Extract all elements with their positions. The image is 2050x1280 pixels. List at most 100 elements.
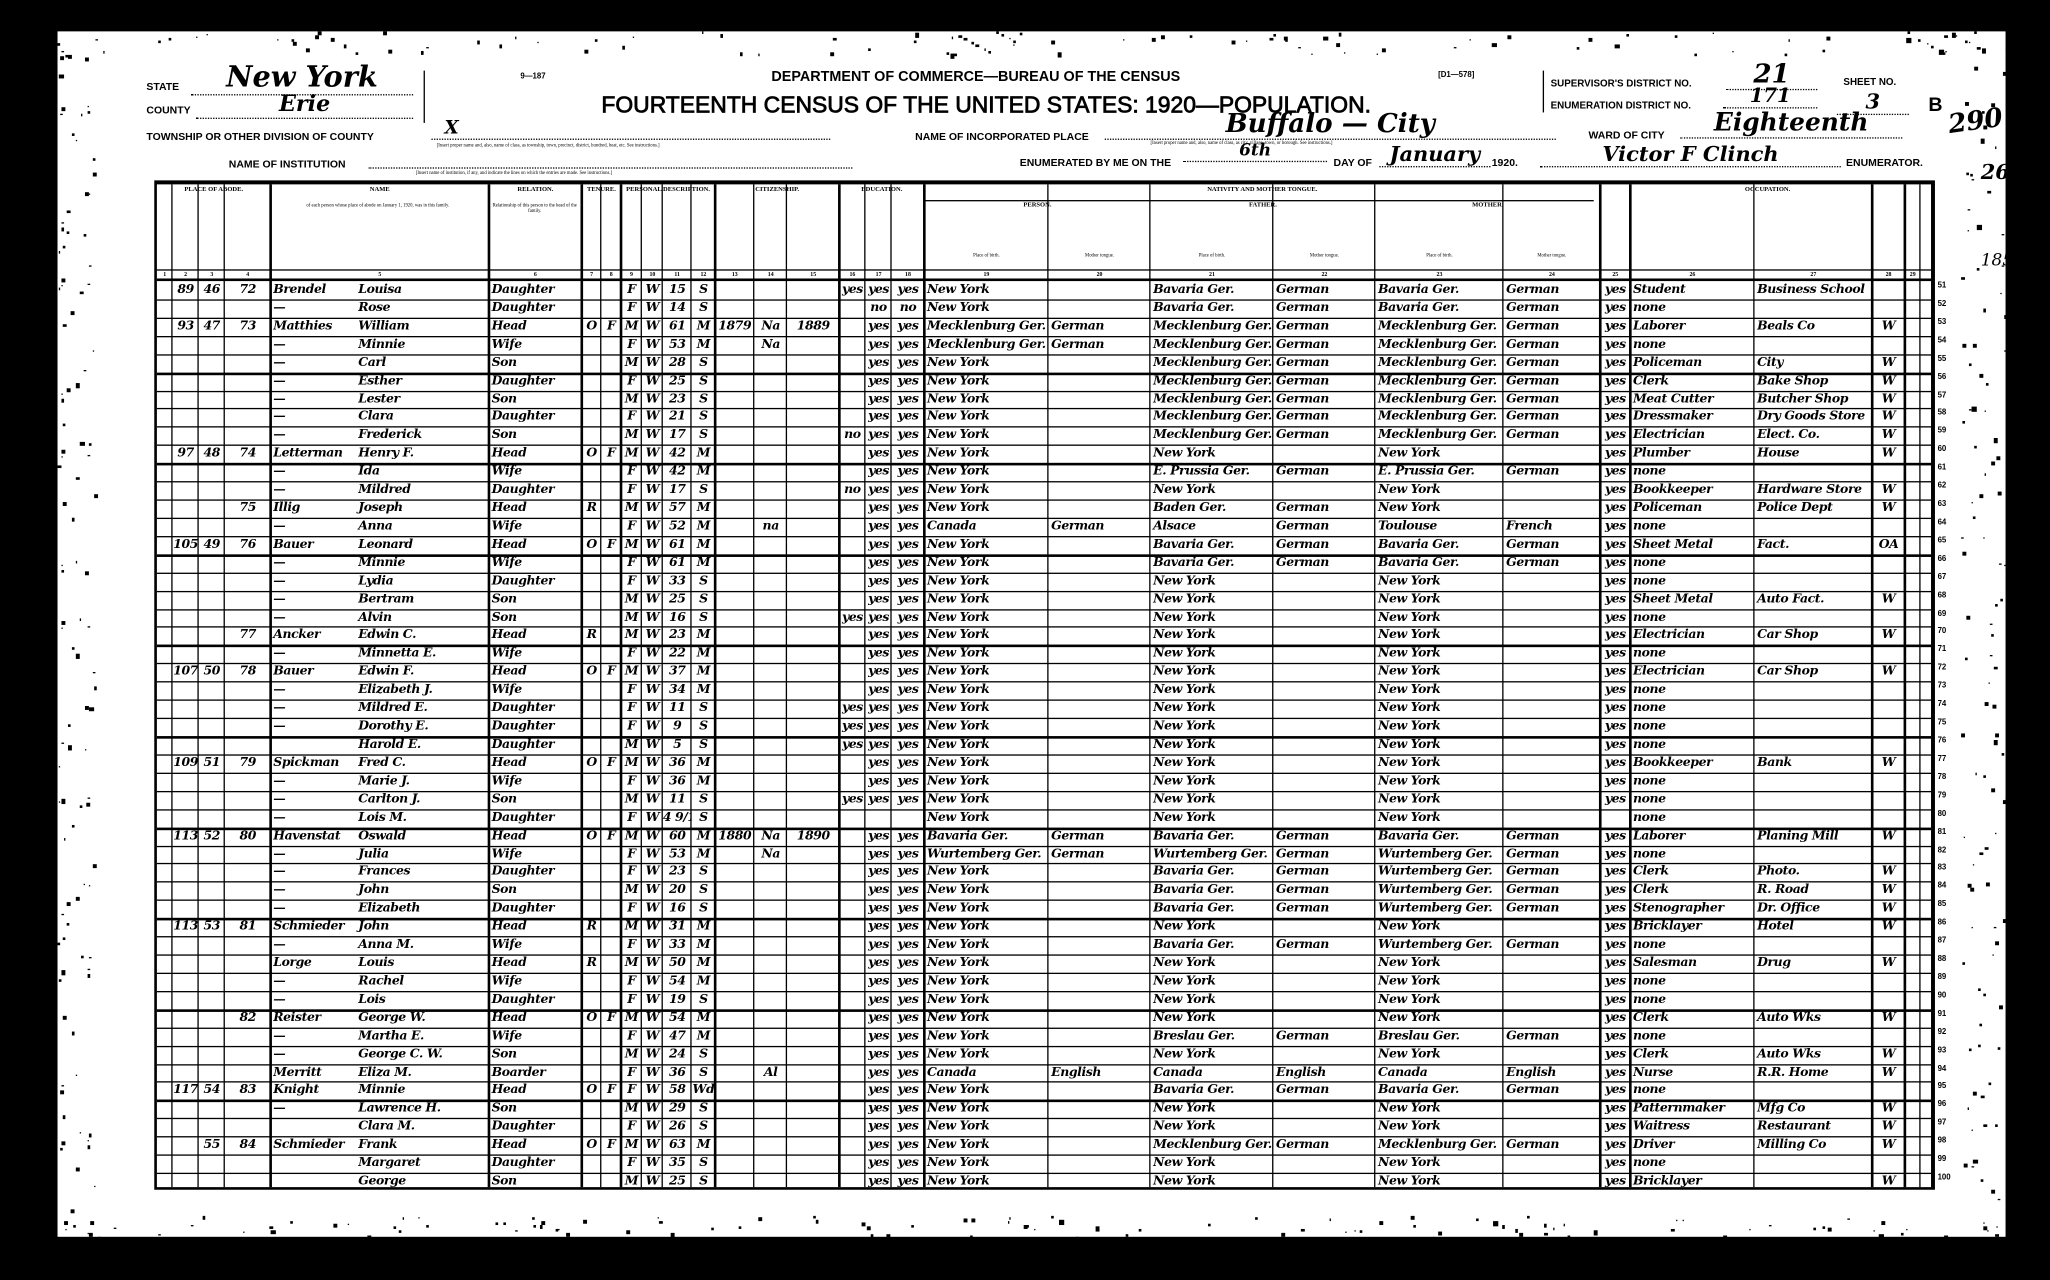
cell-mtongue: German [1506, 409, 1560, 425]
scan-noise [87, 454, 90, 457]
line-number: 78 [1937, 773, 1947, 782]
cell-ftongue: German [1276, 882, 1329, 898]
cell-marital: S [699, 609, 708, 625]
scan-noise [66, 902, 71, 906]
cell-cls: W [1881, 1119, 1896, 1134]
column-number: 27 [1810, 270, 1817, 278]
cell-imm [715, 1009, 754, 1027]
cell-house [173, 991, 199, 1009]
cell-marital: M [696, 828, 711, 843]
cell-english: yes [1604, 973, 1626, 989]
cell-nat [754, 481, 787, 499]
cell-tongue [1049, 463, 1151, 481]
cell-tongue [1049, 681, 1151, 699]
cell-natyr [787, 1155, 839, 1173]
column-group-header: PLACE OF ABODE. [184, 186, 244, 194]
cell-ftongue [1273, 991, 1375, 1009]
cell-marital: S [699, 427, 708, 443]
cell-write: yes [897, 427, 919, 443]
cell-fbp: New York [1153, 664, 1216, 679]
column-rule [1374, 184, 1376, 1188]
cell-tongue [1049, 554, 1151, 572]
mother-tongue-header: Mother tongue. [1537, 252, 1567, 258]
column-number: 29 [1909, 270, 1916, 278]
cell-imm: 1880 [718, 828, 752, 843]
cell-bp: New York [926, 1010, 990, 1025]
cell-free [601, 645, 621, 663]
place-label: NAME OF INCORPORATED PLACE [915, 130, 1089, 143]
cell-ftongue [1273, 736, 1375, 754]
cell-age: 57 [668, 500, 686, 516]
cell-surname: — [273, 810, 286, 825]
cell-home [582, 390, 602, 408]
cell-family [225, 299, 271, 317]
scan-noise [1971, 501, 1973, 503]
cell-ftongue [1273, 791, 1375, 809]
column-group-header: NAME [369, 186, 390, 194]
cell-family: 79 [239, 755, 257, 770]
cell-imm [715, 918, 754, 936]
scan-noise [1749, 1229, 1752, 1231]
cell-free [601, 681, 621, 699]
cell-surname: Letterman [273, 446, 343, 461]
cell-surname: — [273, 700, 286, 716]
cell-free [601, 1118, 621, 1136]
cell-natyr [787, 681, 839, 699]
row-rule [156, 699, 1932, 701]
cell-age: 9 [673, 719, 682, 734]
cell-read: yes [868, 1028, 890, 1043]
column-rule [753, 184, 755, 1188]
cell-sex: F [627, 1155, 636, 1171]
scan-noise [1552, 1228, 1555, 1231]
cell-free [601, 973, 621, 991]
scan-noise [1994, 1123, 1999, 1128]
cell-cls [1872, 973, 1905, 991]
scan-noise [60, 1090, 64, 1095]
cell-school [839, 572, 865, 590]
cell-surname: — [273, 682, 286, 698]
cell-ftongue: German [1276, 901, 1329, 916]
cell-industry [1755, 936, 1873, 954]
scan-noise [1945, 51, 1948, 53]
cell-family: 80 [239, 828, 257, 843]
row-rule [156, 863, 1932, 865]
cell-free [601, 1100, 621, 1118]
scan-noise [911, 1225, 915, 1228]
cell-read: yes [868, 700, 890, 716]
cell-marital: S [699, 737, 708, 752]
cell-surname: — [273, 773, 286, 789]
cell-given: George W. [358, 1010, 426, 1025]
scan-noise [1997, 492, 2002, 497]
cell-house [173, 700, 199, 718]
scan-noise [62, 1015, 67, 1020]
cell-home [582, 1155, 602, 1173]
cell-age: 47 [668, 1028, 686, 1043]
cell-dwelling [199, 390, 225, 408]
cell-nat [754, 408, 787, 426]
scan-noise [58, 765, 61, 768]
cell-mtongue [1504, 481, 1601, 499]
cell-home [582, 408, 602, 426]
cell-free [601, 1064, 621, 1082]
cell-read: yes [868, 755, 890, 770]
cell-sex: M [624, 755, 639, 770]
scan-noise [66, 923, 69, 926]
cell-natyr [787, 609, 839, 627]
cell-given: Marie J. [358, 773, 410, 789]
cell-english: yes [1604, 300, 1626, 315]
scan-noise [102, 50, 105, 54]
scan-noise [1999, 563, 2002, 565]
column-group-header: RELATION. [517, 186, 554, 194]
column-number: 17 [875, 270, 882, 278]
row-rule [156, 717, 1932, 720]
cell-cls: W [1881, 409, 1896, 425]
scan-noise [330, 38, 335, 42]
scan-noise [305, 48, 310, 53]
cell-family [225, 863, 271, 881]
cell-dwelling [199, 882, 225, 900]
cell-dwelling: 52 [203, 828, 221, 843]
cell-tongue [1049, 445, 1151, 463]
cell-school [839, 336, 865, 354]
cell-marital: S [699, 482, 708, 497]
cell-mbp: New York [1377, 609, 1441, 625]
